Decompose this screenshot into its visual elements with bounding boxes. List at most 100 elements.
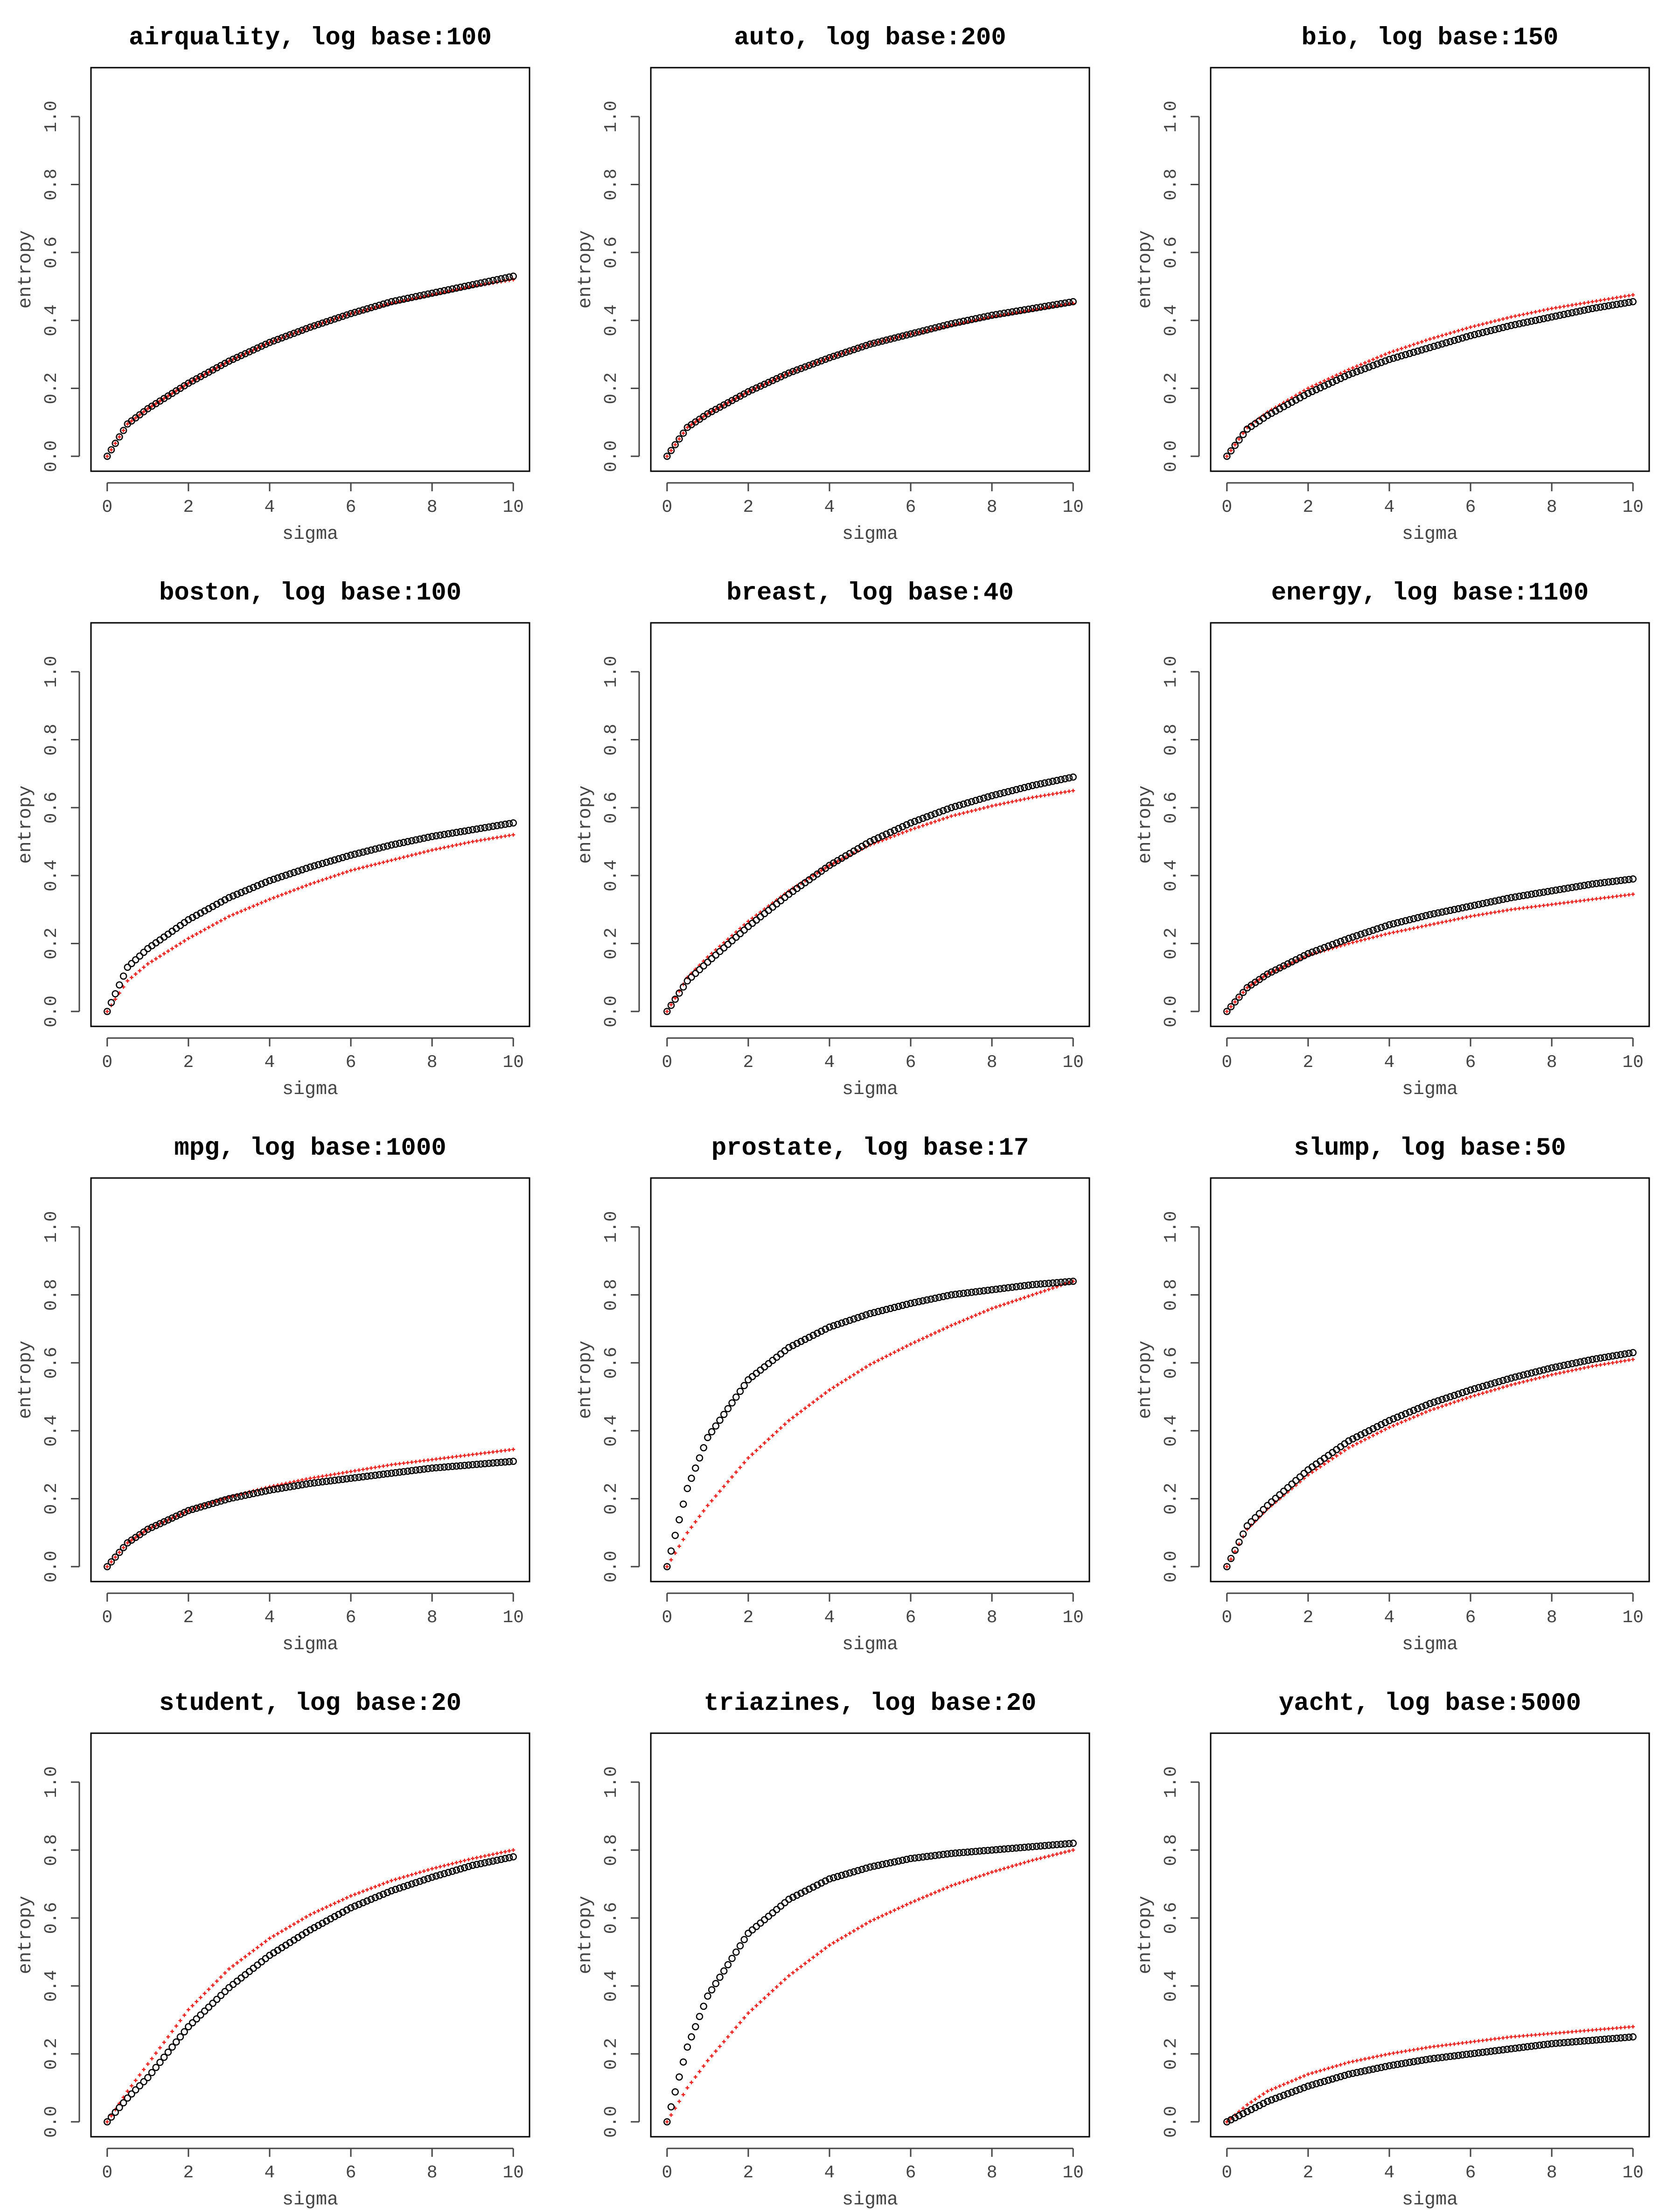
data-point-red — [385, 1463, 390, 1467]
data-point-red — [1513, 2035, 1517, 2039]
data-point-red — [207, 925, 211, 929]
x-tick-label: 10 — [502, 2163, 524, 2183]
data-point-red — [511, 833, 516, 837]
data-point-black — [1057, 1278, 1065, 1286]
plot-frame — [650, 622, 1090, 1027]
data-point-red — [1371, 935, 1375, 940]
data-point-black — [112, 1553, 119, 1561]
data-point-black — [765, 906, 773, 914]
data-point-red — [154, 957, 158, 961]
data-point-black — [736, 392, 744, 400]
data-point-black — [116, 433, 123, 441]
data-point-red — [1415, 2047, 1420, 2051]
data-point-black — [107, 2113, 115, 2121]
data-point-red — [921, 823, 925, 828]
data-point-red — [503, 1448, 507, 1452]
data-point-red — [199, 1995, 202, 2000]
data-point-black — [1389, 920, 1397, 927]
data-point-black — [1061, 299, 1069, 307]
data-point-black — [104, 1563, 111, 1570]
data-point-red — [1493, 1387, 1497, 1392]
data-point-black — [919, 1297, 927, 1304]
data-point-black — [1312, 947, 1320, 955]
data-point-black — [1041, 303, 1049, 310]
data-point-black — [282, 1484, 290, 1492]
y-tick-label: 0.4 — [601, 1415, 621, 1447]
x-tick-label: 2 — [1303, 1053, 1313, 1073]
data-point-black — [436, 1464, 444, 1471]
data-point-black — [1337, 938, 1345, 945]
data-point-red — [1371, 357, 1375, 362]
y-tick-label: 0.4 — [1161, 1415, 1181, 1447]
data-point-black — [1418, 346, 1426, 354]
data-point-red — [1237, 437, 1241, 441]
data-point-red — [507, 833, 511, 837]
data-point-black — [477, 1860, 485, 1868]
data-point-black — [671, 996, 679, 1003]
data-point-black — [323, 1478, 330, 1485]
data-point-black — [1463, 2050, 1471, 2058]
x-tick-label: 10 — [1062, 2163, 1084, 2183]
data-point-red — [836, 1938, 840, 1943]
data-point-red — [702, 1509, 706, 1513]
data-point-red — [1586, 1365, 1590, 1369]
data-point-red — [1383, 352, 1387, 356]
data-point-red — [1574, 899, 1578, 904]
data-point-black — [1272, 1494, 1280, 1502]
data-point-black — [878, 1307, 886, 1314]
data-point-black — [955, 318, 963, 326]
data-point-black — [107, 446, 115, 453]
data-point-red — [1582, 301, 1586, 305]
data-point-red — [1346, 1446, 1351, 1450]
data-point-black — [229, 356, 237, 363]
data-point-black — [509, 819, 517, 827]
x-tick-label: 10 — [1622, 497, 1644, 517]
data-point-red — [1055, 791, 1059, 795]
x-tick-label: 4 — [265, 497, 275, 517]
y-axis-label: entropy — [575, 1896, 596, 1974]
data-point-red — [1594, 1363, 1598, 1367]
data-point-red — [202, 1991, 207, 1995]
data-point-red — [296, 886, 300, 891]
data-point-red — [491, 836, 495, 840]
x-tick-label: 0 — [662, 2163, 672, 2183]
data-point-black — [221, 1987, 229, 1995]
data-point-black — [274, 1485, 282, 1492]
data-point-black — [436, 288, 444, 295]
data-point-black — [817, 357, 825, 365]
data-point-red — [1566, 900, 1570, 905]
y-axis-label: entropy — [575, 1340, 596, 1419]
data-point-red — [142, 965, 146, 969]
y-tick-label: 0.8 — [42, 724, 62, 755]
data-point-black — [1386, 356, 1393, 363]
data-point-red — [681, 2092, 685, 2097]
data-point-black — [1507, 894, 1515, 901]
data-point-black — [708, 408, 716, 415]
data-point-black — [1292, 2087, 1300, 2095]
y-tick-label: 1.0 — [601, 656, 621, 688]
data-point-red — [190, 2003, 195, 2008]
data-point-red — [888, 835, 892, 839]
data-point-black — [124, 963, 132, 971]
data-point-black — [432, 288, 440, 296]
data-point-black — [1053, 1279, 1061, 1287]
data-point-black — [176, 1511, 184, 1518]
data-point-black — [822, 1325, 830, 1333]
data-point-red — [1554, 306, 1558, 310]
data-point-black — [1288, 398, 1296, 406]
data-point-black — [339, 854, 347, 861]
data-point-red — [1371, 2055, 1375, 2059]
data-point-red — [113, 997, 118, 1001]
data-point-black — [1288, 958, 1296, 966]
x-axis-label: sigma — [282, 1634, 338, 1655]
data-point-black — [229, 1980, 237, 1988]
data-point-black — [724, 1961, 732, 1968]
data-point-red — [1067, 789, 1071, 794]
data-point-black — [1012, 1844, 1020, 1852]
data-point-red — [693, 2075, 697, 2079]
data-point-black — [217, 1992, 225, 1999]
data-point-red — [685, 1531, 690, 1535]
x-tick-label: 6 — [346, 1608, 356, 1628]
data-point-red — [1521, 312, 1526, 316]
data-point-red — [1525, 906, 1529, 910]
